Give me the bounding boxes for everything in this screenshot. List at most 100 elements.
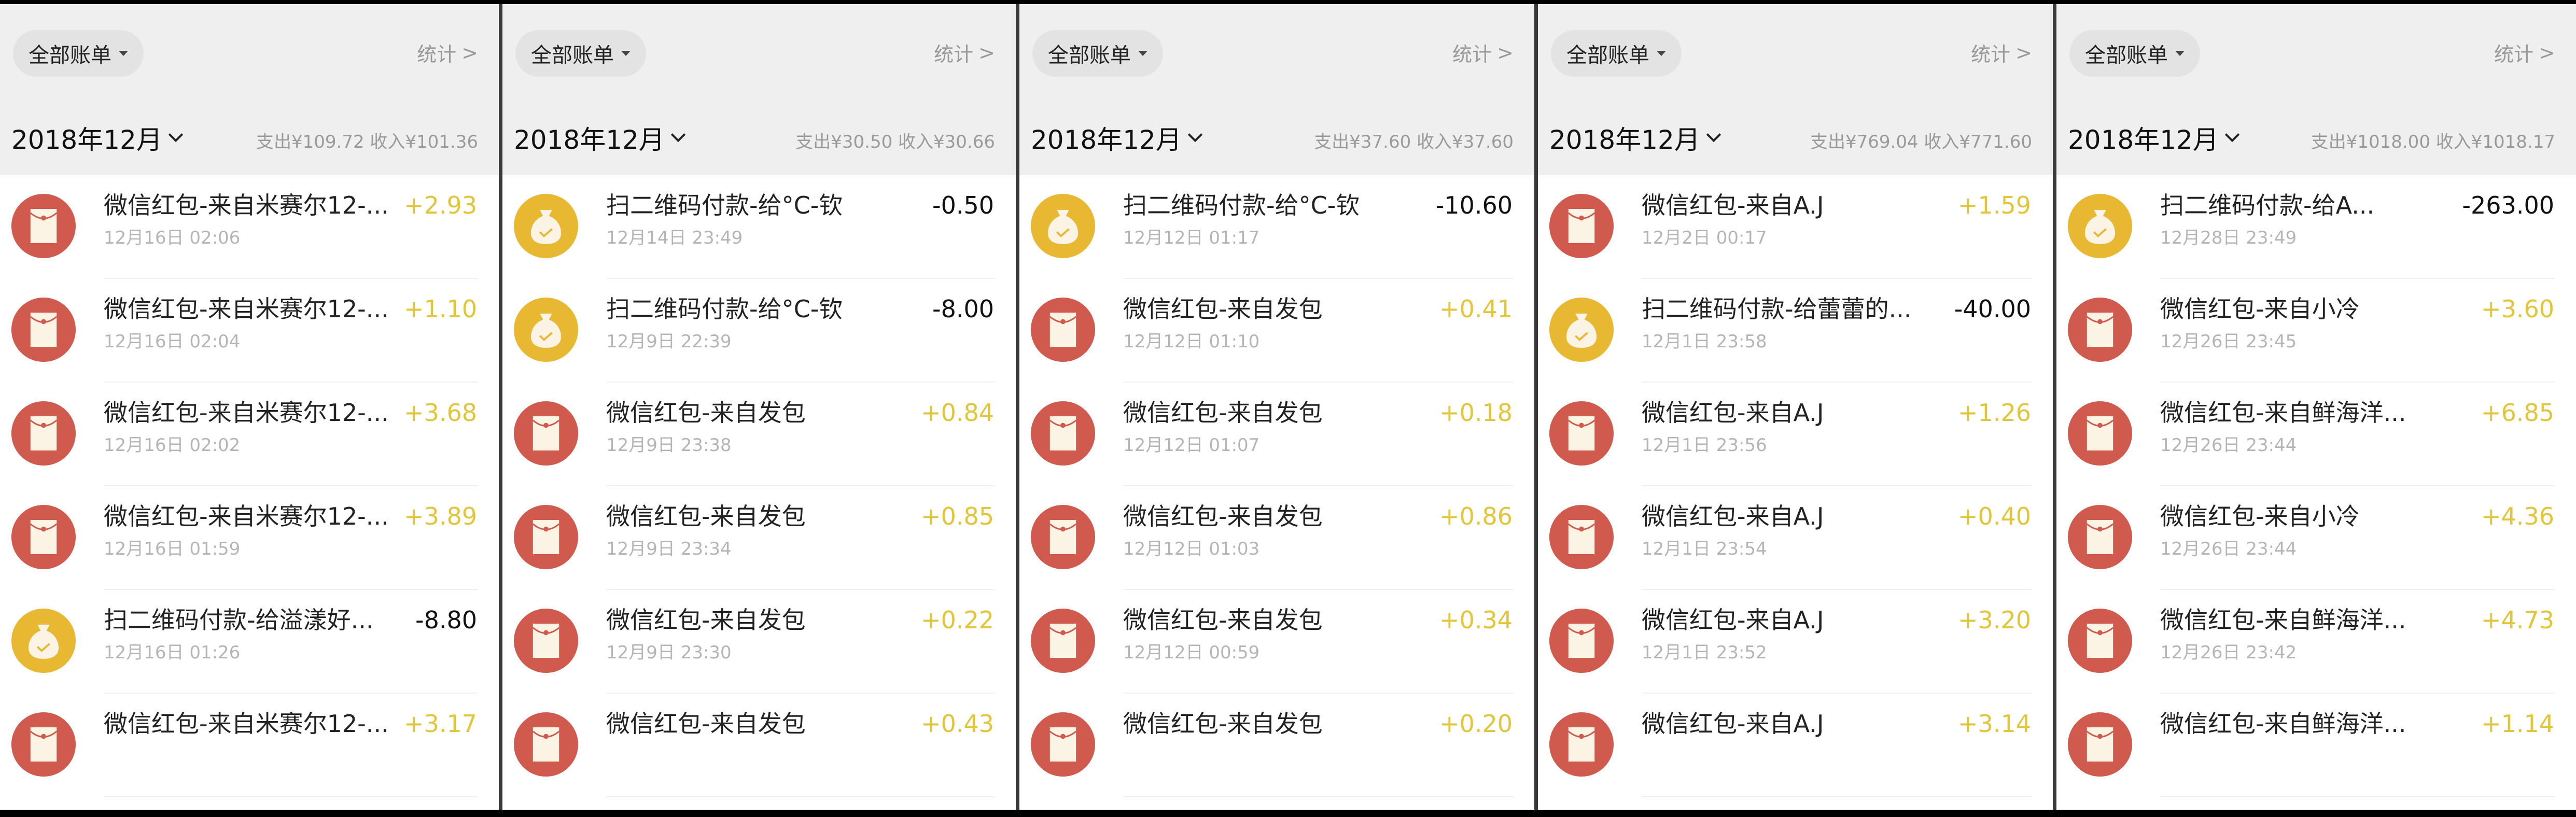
transaction-row[interactable]: 扫二维码付款-给蕾蕾的... 12月1日 23:58 -40.00	[1538, 279, 2053, 383]
transaction-row[interactable]: 微信红包-来自发包 12月9日 23:34 +0.85	[502, 486, 1016, 590]
transaction-row[interactable]: 微信红包-来自A.J 12月2日 00:17 +1.59	[1538, 175, 2053, 279]
row-divider	[1642, 278, 2032, 279]
transaction-title: 微信红包-来自米赛尔12-...	[104, 191, 389, 219]
transaction-row[interactable]: 微信红包-来自A.J +3.14	[1538, 694, 2053, 797]
transaction-row[interactable]: 微信红包-来自发包 +0.20	[1019, 694, 1534, 797]
transaction-row[interactable]: 扫二维码付款-给溢漾好... 12月16日 01:26 -8.80	[0, 590, 499, 694]
transaction-row[interactable]: 微信红包-来自发包 12月12日 00:59 +0.34	[1019, 590, 1534, 694]
transaction-row[interactable]: 微信红包-来自A.J 12月1日 23:54 +0.40	[1538, 486, 2053, 590]
transaction-row[interactable]: 微信红包-来自发包 +0.43	[502, 694, 1016, 797]
chevron-right-icon: >	[461, 41, 478, 64]
transaction-amount: -40.00	[1954, 295, 2031, 323]
red-packet-icon	[1030, 400, 1096, 467]
transaction-list: 微信红包-来自A.J 12月2日 00:17 +1.59 扫二维码付款-给蕾蕾的…	[1538, 175, 2053, 797]
transaction-amount: +1.10	[404, 295, 477, 323]
transaction-row[interactable]: 微信红包-来自鲜海洋... +1.14	[2056, 694, 2576, 797]
transaction-row[interactable]: 微信红包-来自A.J 12月1日 23:52 +3.20	[1538, 590, 2053, 694]
money-bag-icon	[513, 193, 579, 259]
transaction-row[interactable]: 微信红包-来自小冷 12月26日 23:44 +4.36	[2056, 486, 2576, 590]
transaction-row[interactable]: 扫二维码付款-给°C-钦 12月9日 22:39 -8.00	[502, 279, 1016, 383]
transaction-row[interactable]: 微信红包-来自A.J 12月1日 23:56 +1.26	[1538, 383, 2053, 486]
row-divider	[606, 796, 995, 797]
transaction-row[interactable]: 微信红包-来自鲜海洋... 12月26日 23:42 +4.73	[2056, 590, 2576, 694]
row-divider	[606, 382, 995, 383]
transaction-row[interactable]: 微信红包-来自米赛尔12-... 12月16日 02:06 +2.93	[0, 175, 499, 279]
transaction-row[interactable]: 微信红包-来自鲜海洋... 12月26日 23:44 +6.85	[2056, 383, 2576, 486]
panel-divider	[1016, 4, 1019, 810]
row-divider	[1642, 796, 2032, 797]
transaction-amount: +3.60	[2481, 295, 2554, 323]
transaction-amount: +6.85	[2481, 399, 2554, 427]
transaction-time: 12月12日 01:07	[1123, 435, 1260, 456]
transaction-title: 微信红包-来自发包	[1123, 399, 1323, 427]
statistics-link[interactable]: 统计 >	[934, 38, 995, 67]
transaction-row[interactable]: 微信红包-来自发包 12月12日 01:07 +0.18	[1019, 383, 1534, 486]
month-selector[interactable]: 2018年12月	[514, 119, 686, 157]
row-divider	[606, 485, 995, 486]
transaction-title: 扫二维码付款-给°C-钦	[606, 295, 843, 323]
transaction-amount: +3.68	[404, 399, 477, 427]
statistics-link[interactable]: 统计 >	[2494, 38, 2555, 67]
bill-list-panel: 全部账单 统计 > 2018年12月 支出¥1018.00 收入¥1018.17 …	[2056, 4, 2576, 810]
red-packet-icon	[1548, 711, 1615, 778]
transaction-row[interactable]: 微信红包-来自发包 12月12日 01:10 +0.41	[1019, 279, 1534, 383]
statistics-label: 统计	[1971, 43, 2011, 66]
transaction-time: 12月16日 02:04	[104, 331, 241, 352]
transaction-title: 微信红包-来自小冷	[2160, 295, 2360, 323]
transaction-time: 12月16日 02:02	[104, 435, 241, 456]
transaction-row[interactable]: 扫二维码付款-给°C-钦 12月12日 01:17 -10.60	[1019, 175, 1534, 279]
bottom-border	[0, 810, 2576, 817]
month-label: 2018年12月	[11, 125, 162, 155]
chevron-right-icon: >	[2539, 41, 2555, 64]
all-bills-filter-button[interactable]: 全部账单	[1551, 30, 1682, 77]
row-divider	[2160, 796, 2555, 797]
transaction-title: 微信红包-来自米赛尔12-...	[104, 295, 389, 323]
transaction-title: 微信红包-来自发包	[606, 502, 806, 530]
statistics-label: 统计	[1452, 43, 1492, 66]
red-packet-icon	[10, 400, 77, 467]
all-bills-filter-button[interactable]: 全部账单	[515, 30, 646, 77]
transaction-row[interactable]: 扫二维码付款-给A... 12月28日 23:49 -263.00	[2056, 175, 2576, 279]
transaction-row[interactable]: 微信红包-来自米赛尔12-... 12月16日 02:02 +3.68	[0, 383, 499, 486]
transaction-row[interactable]: 微信红包-来自发包 12月9日 23:30 +0.22	[502, 590, 1016, 694]
transaction-row[interactable]: 微信红包-来自米赛尔12-... +3.17	[0, 694, 499, 797]
red-packet-icon	[1548, 400, 1615, 467]
transaction-title: 微信红包-来自A.J	[1642, 606, 1824, 634]
statistics-link[interactable]: 统计 >	[1971, 38, 2032, 67]
transaction-row[interactable]: 扫二维码付款-给°C-钦 12月14日 23:49 -0.50	[502, 175, 1016, 279]
statistics-label: 统计	[934, 43, 974, 66]
transaction-title: 微信红包-来自鲜海洋...	[2160, 399, 2406, 427]
transaction-amount: +0.86	[1439, 502, 1513, 530]
all-bills-filter-button[interactable]: 全部账单	[1032, 30, 1163, 77]
row-divider	[1642, 589, 2032, 590]
transaction-row[interactable]: 微信红包-来自小冷 12月26日 23:45 +3.60	[2056, 279, 2576, 383]
month-selector[interactable]: 2018年12月	[2068, 119, 2240, 157]
transaction-row[interactable]: 微信红包-来自米赛尔12-... 12月16日 01:59 +3.89	[0, 486, 499, 590]
month-summary: 支出¥30.50 收入¥30.66	[795, 132, 995, 152]
transaction-row[interactable]: 微信红包-来自发包 12月9日 23:38 +0.84	[502, 383, 1016, 486]
chevron-down-icon	[1706, 127, 1721, 143]
filter-label: 全部账单	[531, 44, 614, 67]
transaction-title: 扫二维码付款-给A...	[2160, 191, 2375, 219]
statistics-link[interactable]: 统计 >	[1452, 38, 1514, 67]
all-bills-filter-button[interactable]: 全部账单	[2069, 30, 2200, 77]
transaction-title: 微信红包-来自发包	[606, 710, 806, 738]
transaction-time: 12月26日 23:42	[2160, 642, 2297, 663]
month-summary: 支出¥1018.00 收入¥1018.17	[2311, 132, 2555, 152]
transaction-time: 12月12日 00:59	[1123, 642, 1260, 663]
month-selector[interactable]: 2018年12月	[1549, 119, 1721, 157]
all-bills-filter-button[interactable]: 全部账单	[13, 30, 144, 77]
transaction-title: 微信红包-来自发包	[1123, 295, 1323, 323]
statistics-link[interactable]: 统计 >	[417, 38, 478, 67]
transaction-row[interactable]: 微信红包-来自发包 12月12日 01:03 +0.86	[1019, 486, 1534, 590]
month-label: 2018年12月	[514, 125, 665, 155]
month-selector[interactable]: 2018年12月	[1031, 119, 1203, 157]
transaction-time: 12月9日 23:30	[606, 642, 732, 663]
caret-down-icon	[2175, 51, 2185, 56]
red-packet-icon	[513, 504, 579, 570]
transaction-row[interactable]: 微信红包-来自米赛尔12-... 12月16日 02:04 +1.10	[0, 279, 499, 383]
transaction-time: 12月2日 00:17	[1642, 228, 1767, 248]
month-selector[interactable]: 2018年12月	[11, 119, 184, 157]
transaction-title: 微信红包-来自发包	[1123, 502, 1323, 530]
transaction-title: 微信红包-来自发包	[606, 606, 806, 634]
